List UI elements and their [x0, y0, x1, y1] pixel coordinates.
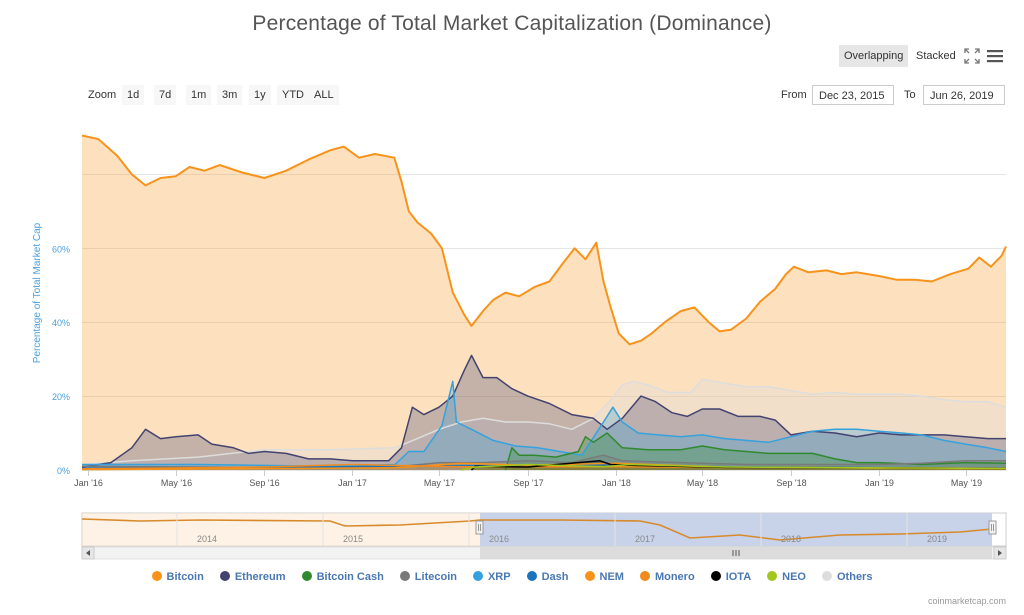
navigator-year-label: 2017: [635, 534, 655, 544]
legend-label: Monero: [654, 571, 695, 583]
zoom-all-button[interactable]: ALL: [309, 85, 339, 105]
series-line-others[interactable]: [81, 378, 1007, 466]
y-tick-label: 20%: [52, 392, 70, 402]
legend-label: Bitcoin Cash: [316, 571, 384, 583]
legend-item-litecoin[interactable]: Litecoin: [399, 571, 457, 583]
zoom-1m-button[interactable]: 1m: [186, 85, 212, 105]
navigator[interactable]: 2014 2015 2016 2017 2018 2019: [0, 505, 1024, 565]
y-tick-label: 0%: [57, 466, 70, 476]
legend-item-monero[interactable]: Monero: [639, 571, 695, 583]
navigator-year-label: 2019: [927, 534, 947, 544]
zoom-3m-button[interactable]: 3m: [217, 85, 243, 105]
area-xrp: [82, 381, 1006, 470]
x-tick-label: Sep '18: [776, 478, 806, 488]
legend-label: NEM: [599, 571, 624, 583]
x-tick-label: Sep '16: [249, 478, 279, 488]
arrow-right-icon: [998, 550, 1002, 556]
legend-dot-icon: [219, 571, 230, 581]
navigator-selected-range[interactable]: [480, 513, 992, 546]
arrow-left-icon: [86, 550, 90, 556]
legend-item-bitcoin-cash[interactable]: Bitcoin Cash: [301, 571, 384, 583]
legend-item-others[interactable]: Others: [822, 571, 872, 583]
legend-dot-icon: [822, 571, 832, 581]
legend-item-iota[interactable]: IOTA: [710, 571, 752, 583]
area-others: [82, 379, 1006, 470]
credit-text: coinmarketcap.com: [927, 596, 1006, 606]
legend-dot-icon: [472, 571, 483, 581]
legend-item-xrp[interactable]: XRP: [472, 571, 511, 583]
from-date-input[interactable]: Dec 23, 2015: [812, 85, 894, 105]
legend-item-bitcoin[interactable]: Bitcoin: [151, 571, 204, 583]
legend-dot-icon: [710, 571, 721, 581]
scrollbar-grip-icon: [732, 550, 740, 556]
x-tick-label: Jan '18: [602, 478, 631, 488]
series-line-ethereum[interactable]: [81, 354, 1006, 468]
chart-title: Percentage of Total Market Capitalizatio…: [252, 12, 772, 35]
navigator-handle-right[interactable]: [988, 520, 997, 535]
legend-item-ethereum[interactable]: Ethereum: [219, 571, 286, 583]
legend-dot-icon: [584, 571, 595, 581]
zoom-7d-button[interactable]: 7d: [154, 85, 177, 105]
chart-legend: Bitcoin Ethereum Bitcoin Cash Litecoin XRP Da…: [0, 571, 1024, 583]
series-line-xrp[interactable]: [82, 380, 1007, 468]
zoom-label: Zoom: [88, 89, 117, 101]
zoom-1y-button[interactable]: 1y: [249, 85, 271, 105]
menu-icon[interactable]: [987, 49, 1003, 63]
legend-item-neo[interactable]: NEO: [767, 571, 806, 583]
legend-dot-icon: [767, 571, 778, 581]
navigator-handle-left[interactable]: [475, 520, 484, 535]
x-tick-label: May '17: [424, 478, 455, 488]
legend-label: XRP: [487, 571, 511, 583]
x-tick-label: Jan '19: [865, 478, 894, 488]
legend-dot-icon: [639, 571, 650, 581]
navigator-year-label: 2018: [781, 534, 801, 544]
to-date-input[interactable]: Jun 26, 2019: [923, 85, 1005, 105]
stacked-button[interactable]: Stacked: [916, 50, 956, 62]
legend-label: Litecoin: [414, 571, 457, 583]
y-axis-label: Percentage of Total Market Cap: [32, 222, 43, 363]
x-tick-label: May '18: [687, 478, 718, 488]
legend-label: Bitcoin: [166, 571, 204, 583]
x-tick-label: Jan '16: [74, 478, 103, 488]
series-line-neo[interactable]: [461, 463, 1007, 471]
navigator-year-label: 2014: [197, 534, 217, 544]
dominance-chart: 0% 20% 40% 60% Jan '16 May '16 Sep '16 Jan '17…: [32, 134, 1007, 488]
y-tick-label: 40%: [52, 318, 70, 328]
navigator-series-line: [81, 518, 993, 541]
x-tick-label: Jan '17: [338, 478, 367, 488]
legend-dot-icon: [526, 571, 537, 581]
navigator-year-label: 2015: [343, 534, 363, 544]
legend-label: Others: [837, 571, 873, 583]
area-litecoin: [82, 455, 1006, 470]
x-tick-label: Sep '17: [513, 478, 543, 488]
series-line-bitcoin[interactable]: [81, 134, 1007, 346]
legend-item-dash[interactable]: Dash: [526, 571, 569, 583]
area-bitcoin: [82, 135, 1006, 470]
overlapping-button[interactable]: Overlapping: [839, 45, 909, 67]
fullscreen-icon[interactable]: [963, 47, 981, 65]
x-tick-label: May '16: [161, 478, 192, 488]
legend-dot-icon: [399, 571, 410, 581]
legend-dot-icon: [301, 571, 312, 581]
to-label: To: [904, 89, 916, 101]
legend-label: Ethereum: [234, 571, 286, 583]
legend-dot-icon: [151, 571, 162, 581]
zoom-1d-button[interactable]: 1d: [122, 85, 145, 105]
legend-item-nem[interactable]: NEM: [584, 571, 624, 583]
series-line-bitcoin-cash[interactable]: [504, 432, 1007, 471]
legend-label: Dash: [541, 571, 569, 583]
navigator-year-label: 2016: [489, 534, 509, 544]
legend-label: IOTA: [725, 571, 752, 583]
y-tick-label: 60%: [52, 244, 70, 254]
x-tick-label: May '19: [951, 478, 982, 488]
from-label: From: [781, 89, 807, 101]
zoom-ytd-button[interactable]: YTD: [277, 85, 309, 105]
legend-label: NEO: [782, 571, 806, 583]
